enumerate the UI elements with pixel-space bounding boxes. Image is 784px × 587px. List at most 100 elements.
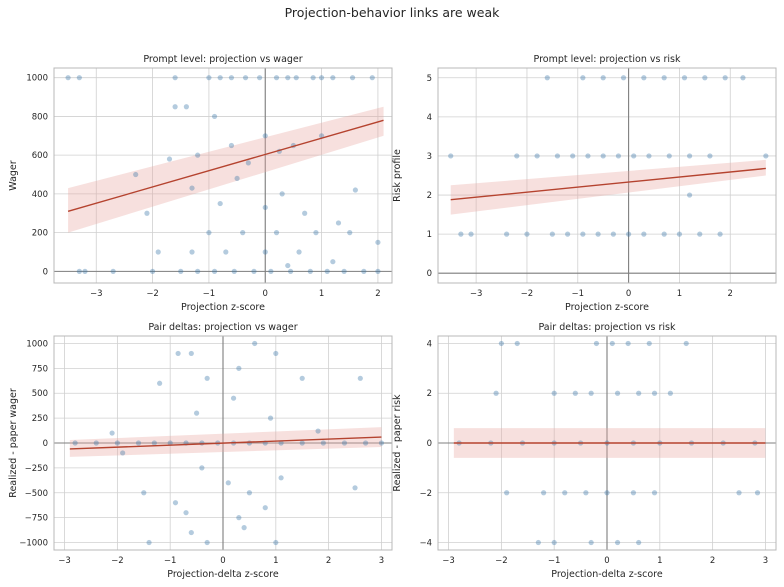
chart-2-data-point: [686, 153, 693, 159]
chart-2-data-point: [534, 153, 540, 159]
chart-4-data-point: [535, 539, 541, 546]
chart-2-data-point: [631, 153, 637, 159]
chart-3-data-point: [246, 490, 253, 496]
chart-3-data-point: [93, 440, 99, 446]
chart-4-x-tick-label: −3: [442, 556, 455, 566]
chart-4-data-point: [614, 390, 621, 396]
chart-1-y-tick-label: 0: [43, 267, 48, 277]
chart-1-data-point: [189, 249, 195, 255]
chart-4-data-point: [504, 490, 510, 496]
chart-1-data-point: [302, 210, 308, 216]
chart-2-data-point: [661, 231, 667, 237]
chart-2-data-point: [686, 192, 693, 198]
chart-2-y-tick-label: 4: [427, 113, 432, 123]
chart-2-x-axis-label: Projection z-score: [565, 302, 649, 313]
chart-2-data-point: [763, 153, 769, 159]
chart-3-data-point: [199, 440, 205, 446]
chart-1-data-point: [195, 152, 201, 158]
chart-3-data-point: [188, 529, 194, 536]
chart-1-data-point: [228, 75, 235, 81]
chart-1-data-point: [369, 75, 375, 81]
chart-3-x-tick-label: 2: [326, 556, 331, 566]
chart-1-data-point: [279, 191, 285, 197]
chart-1-data-point: [206, 75, 212, 81]
chart-2-data-point: [615, 153, 622, 159]
chart-2-y-tick-label: 1: [427, 230, 432, 240]
chart-2-data-point: [554, 153, 561, 159]
chart-4-data-point: [593, 340, 600, 347]
chart-4-x-tick-label: 0: [604, 556, 609, 566]
chart-1-data-point: [195, 268, 201, 274]
chart-3-data-point: [299, 375, 305, 381]
chart-2-x-tick-label: 1: [677, 289, 682, 299]
chart-4-data-point: [551, 390, 557, 396]
chart-2-data-point: [580, 231, 586, 237]
chart-4-x-tick-label: 3: [763, 556, 768, 566]
chart-2-group: −3 −2 −1 0 1 2 0 1 2 3 4 5 Prompt level: projection …: [392, 54, 777, 313]
chart-1-data-point: [231, 268, 237, 274]
chart-1-data-point: [183, 104, 189, 110]
chart-1-data-point: [217, 200, 223, 207]
chart-3-data-point: [109, 430, 115, 436]
chart-2-data-point: [580, 75, 586, 81]
chart-1-data-point: [211, 268, 218, 274]
chart-1-x-tick-label: −1: [203, 289, 216, 299]
chart-1-x-tick-label: 1: [319, 289, 324, 299]
chart-1-data-point: [352, 187, 358, 193]
chart-3-y-tick-label: −1000: [19, 539, 48, 549]
chart-4-data-point: [588, 539, 594, 546]
chart-4-y-tick-label: 2: [427, 389, 432, 399]
chart-1-data-point: [285, 262, 291, 269]
chart-4-data-point: [625, 340, 631, 347]
chart-4-title: Pair deltas: projection vs risk: [539, 322, 676, 333]
chart-3-data-point: [236, 365, 242, 371]
chart-1-x-tick-label: 2: [375, 289, 380, 299]
chart-4-data-point: [562, 490, 568, 496]
chart-4-frame: [437, 335, 777, 551]
chart-1-data-point: [172, 104, 178, 110]
chart-3-data-point: [273, 539, 279, 546]
chart-1-data-point: [330, 259, 336, 265]
chart-1-data-point: [324, 268, 330, 274]
chart-3-data-point: [236, 515, 242, 521]
chart-2-data-point: [585, 153, 591, 159]
chart-1-data-point: [293, 75, 299, 81]
chart-3-fit-line: [69, 436, 382, 450]
chart-1-fit-line: [67, 119, 384, 213]
chart-2-data-point: [570, 153, 576, 159]
chart-3-data-point: [230, 395, 237, 401]
chart-2-data-point: [646, 153, 652, 159]
chart-1-data-point: [228, 142, 235, 149]
chart-3-data-point: [252, 340, 258, 347]
chart-1-data-point: [296, 249, 302, 255]
chart-3-data-point: [362, 440, 369, 446]
chart-3-y-tick-label: −250: [25, 464, 48, 474]
chart-1-data-point: [318, 75, 325, 81]
chart-1-data-point: [262, 133, 268, 139]
chart-2-data-point: [722, 75, 728, 81]
chart-2-data-point: [524, 231, 530, 237]
chart-4-data-point: [514, 340, 520, 347]
chart-1-data-point: [273, 230, 280, 236]
chart-2-y-axis-label: Risk profile: [392, 149, 403, 202]
chart-1-data-point: [76, 75, 82, 81]
chart-3-y-tick-label: 1000: [26, 339, 48, 349]
chart-3-data-point: [315, 428, 321, 434]
chart-3-data-point: [157, 380, 163, 386]
chart-3-data-point: [114, 440, 120, 446]
chart-4-data-point: [614, 539, 621, 546]
chart-3-y-tick-label: 500: [32, 389, 48, 399]
chart-2-data-point: [458, 231, 464, 237]
chart-4-data-point: [754, 490, 761, 496]
chart-3-x-tick-label: −1: [164, 556, 177, 566]
chart-2-data-point: [702, 75, 708, 81]
chart-4-data-point: [651, 490, 658, 496]
chart-1-data-point: [251, 268, 257, 274]
chart-1-data-point: [178, 268, 184, 274]
chart-3-data-point: [172, 500, 179, 506]
chart-2-data-point: [666, 153, 672, 159]
chart-4-x-tick-label: −1: [548, 556, 561, 566]
chart-1-group: −3 −2 −1 0 1 2 0 200 400 600 800 1000 Prompt level: …: [8, 54, 393, 313]
chart-2-y-tick-label: 3: [427, 152, 432, 162]
